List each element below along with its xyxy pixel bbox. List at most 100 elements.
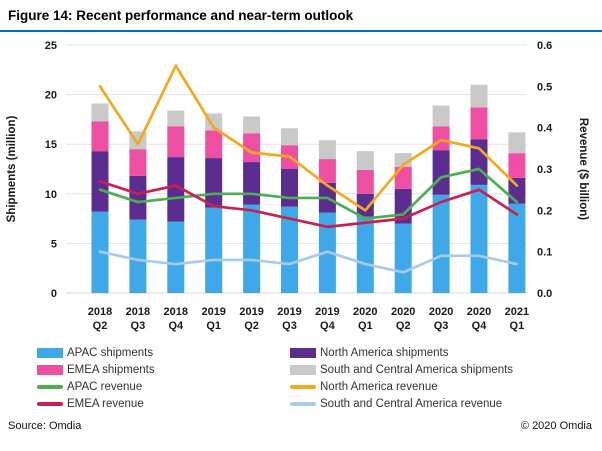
left-axis-ticks: 0 5 10 15 20 25 (45, 40, 57, 300)
bar-segment (281, 128, 298, 146)
bar-segment (129, 219, 147, 293)
bar-segment (318, 159, 336, 183)
svg-text:Q3: Q3 (282, 320, 297, 332)
legend-apac-shipments-swatch (37, 348, 63, 358)
legend-sca-revenue: South and Central America revenue (290, 398, 602, 410)
legend-sca-shipments: South and Central America shipments (290, 364, 602, 376)
legend-sca-shipments-swatch (290, 365, 316, 375)
chart-canvas: 0 5 10 15 20 25 0.0 0.1 0.2 0.3 0.4 0.5 0.6 Shipments… (6, 40, 589, 332)
stacked-bars (91, 84, 526, 293)
line-na-revenue (98, 64, 519, 212)
svg-text:10: 10 (45, 189, 57, 201)
bar-segment (243, 162, 261, 205)
bar-segment (205, 130, 223, 159)
legend-emea-revenue-swatch (37, 402, 63, 406)
source-note: Source: Omdia (8, 420, 82, 432)
bar-segment (508, 177, 526, 204)
svg-text:0.5: 0.5 (537, 81, 552, 93)
svg-text:Q1: Q1 (510, 320, 525, 332)
copyright-note: © 2020 Omdia (520, 420, 592, 432)
line-emea-revenue (98, 180, 519, 229)
svg-text:2019: 2019 (201, 306, 225, 318)
svg-text:Q1: Q1 (358, 320, 373, 332)
legend-emea-shipments: EMEA shipments (37, 364, 290, 376)
bar-segment (394, 223, 412, 293)
legend-na-revenue-label: North America revenue (320, 381, 438, 393)
legend-na-revenue: North America revenue (290, 381, 602, 393)
bar-segment (470, 184, 488, 293)
legend-emea-revenue-label: EMEA revenue (67, 398, 144, 410)
bar-segment (356, 193, 374, 217)
figure-footer: Source: Omdia © 2020 Omdia (0, 410, 602, 432)
svg-text:Q4: Q4 (168, 320, 184, 332)
legend-sca-shipments-label: South and Central America shipments (320, 364, 514, 376)
svg-text:Q3: Q3 (131, 320, 146, 332)
bar-segment (167, 126, 185, 158)
svg-text:25: 25 (45, 40, 57, 52)
bar-segment (129, 175, 147, 220)
legend-apac-shipments: APAC shipments (37, 347, 290, 359)
bar-segment (356, 216, 374, 293)
right-axis-ticks: 0.0 0.1 0.2 0.3 0.4 0.5 0.6 (537, 40, 553, 300)
svg-text:0.2: 0.2 (537, 205, 552, 217)
bar-segment (243, 204, 261, 293)
svg-text:0.6: 0.6 (537, 40, 552, 52)
x-axis-labels: 2018 Q2 2018 Q3 2018 Q4 2019 Q1 2019 Q2 2019 Q3 2019… (88, 306, 529, 332)
legend-na-shipments: North America shipments (290, 347, 602, 359)
svg-text:0.3: 0.3 (537, 164, 552, 176)
svg-text:0.4: 0.4 (537, 123, 553, 135)
svg-text:2020: 2020 (391, 306, 415, 318)
left-axis-title: Shipments (million) (6, 115, 18, 222)
bar-segment (470, 84, 488, 108)
legend-emea-shipments-label: EMEA shipments (67, 364, 155, 376)
legend-apac-shipments-label: APAC shipments (67, 347, 154, 359)
bar-segment (167, 110, 185, 127)
bar-segment (508, 153, 526, 178)
bar-segment (243, 133, 261, 163)
legend-apac-revenue: APAC revenue (37, 381, 290, 393)
svg-text:Q4: Q4 (472, 320, 488, 332)
figure-header: Figure 14: Recent performance and near-t… (0, 0, 602, 32)
bar-segment (205, 207, 223, 293)
svg-text:0.1: 0.1 (537, 247, 552, 259)
bar-segment (356, 169, 374, 194)
svg-text:0.0: 0.0 (537, 288, 552, 300)
legend-emea-shipments-swatch (37, 365, 63, 375)
bar-segment (91, 103, 109, 122)
bar-segment (432, 194, 450, 293)
bar-segment (205, 158, 223, 208)
bar-segment (167, 221, 185, 293)
bar-segment (91, 121, 109, 152)
svg-text:2020: 2020 (467, 306, 491, 318)
legend-sca-revenue-swatch (290, 402, 316, 406)
bar-segment (432, 150, 450, 195)
svg-text:2020: 2020 (429, 306, 453, 318)
chart-legend: APAC shipments North America shipments EME… (0, 347, 602, 410)
legend-na-shipments-label: North America shipments (320, 347, 449, 359)
bar-segment (470, 107, 488, 140)
legend-apac-revenue-swatch (37, 385, 63, 389)
svg-text:Q4: Q4 (320, 320, 336, 332)
svg-text:2018: 2018 (164, 306, 188, 318)
legend-sca-revenue-label: South and Central America revenue (320, 398, 503, 410)
svg-text:5: 5 (51, 238, 57, 250)
svg-text:2019: 2019 (239, 306, 263, 318)
svg-text:Q1: Q1 (206, 320, 221, 332)
bar-segment (205, 113, 223, 131)
bar-segment (318, 140, 336, 160)
svg-text:2020: 2020 (353, 306, 377, 318)
line-sca-revenue (98, 250, 519, 274)
svg-text:15: 15 (45, 139, 57, 151)
svg-text:Q2: Q2 (93, 320, 108, 332)
legend-na-revenue-swatch (290, 385, 316, 389)
legend-apac-revenue-label: APAC revenue (67, 381, 143, 393)
bar-segment (281, 206, 298, 293)
bar-segment (167, 157, 185, 222)
svg-text:20: 20 (45, 90, 57, 102)
bar-segment (432, 126, 450, 151)
svg-text:2018: 2018 (126, 306, 150, 318)
svg-text:2021: 2021 (505, 306, 529, 318)
bar-segment (432, 105, 450, 127)
bar-segment (508, 132, 526, 154)
svg-text:Q2: Q2 (244, 320, 259, 332)
